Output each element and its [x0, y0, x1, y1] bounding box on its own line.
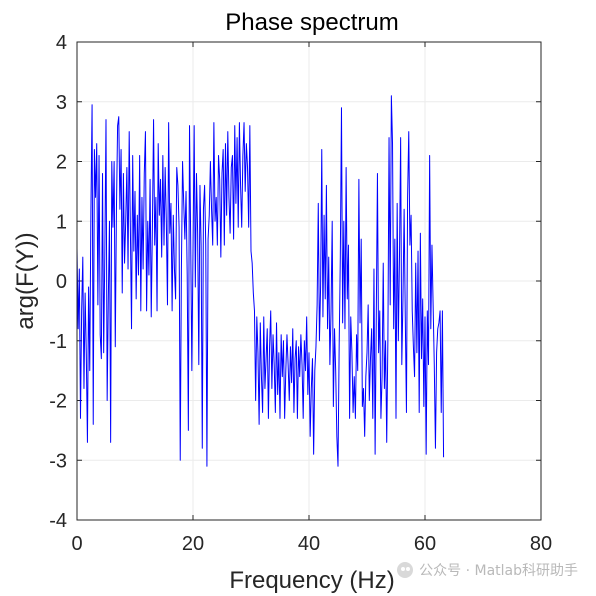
chart-title: Phase spectrum: [225, 9, 398, 36]
x-tick-label: 0: [71, 533, 82, 555]
y-tick-label: 0: [56, 271, 67, 293]
y-tick-label: -2: [49, 391, 67, 413]
x-tick-label: 60: [414, 533, 436, 555]
phase-series-line: [76, 95, 445, 467]
x-tick-label: 40: [298, 533, 320, 555]
series-layer: [76, 95, 445, 467]
x-tick-label: 80: [530, 533, 552, 555]
y-tick-label: 4: [56, 32, 67, 54]
y-tick-label: -4: [49, 510, 67, 532]
y-tick-label: 1: [56, 211, 67, 233]
plot-frame: [76, 41, 542, 521]
wechat-icon: [397, 562, 414, 578]
y-tick-labels: 4 3 2 1 0 -1 -2 -3 -4: [49, 32, 67, 532]
x-tick-label: 20: [182, 533, 204, 555]
watermark: 公众号 · Matlab科研助手: [397, 560, 578, 580]
y-tick-label: 3: [56, 92, 67, 114]
watermark-text: 公众号 · Matlab科研助手: [419, 563, 578, 579]
y-axis-title: arg(F(Y)): [12, 232, 39, 329]
x-tick-labels: 0 20 40 60 80: [71, 533, 552, 555]
x-axis-title: Frequency (Hz): [229, 567, 394, 594]
y-tick-label: 2: [56, 152, 67, 174]
y-tick-label: -1: [49, 331, 67, 353]
y-tick-label: -3: [49, 450, 67, 472]
